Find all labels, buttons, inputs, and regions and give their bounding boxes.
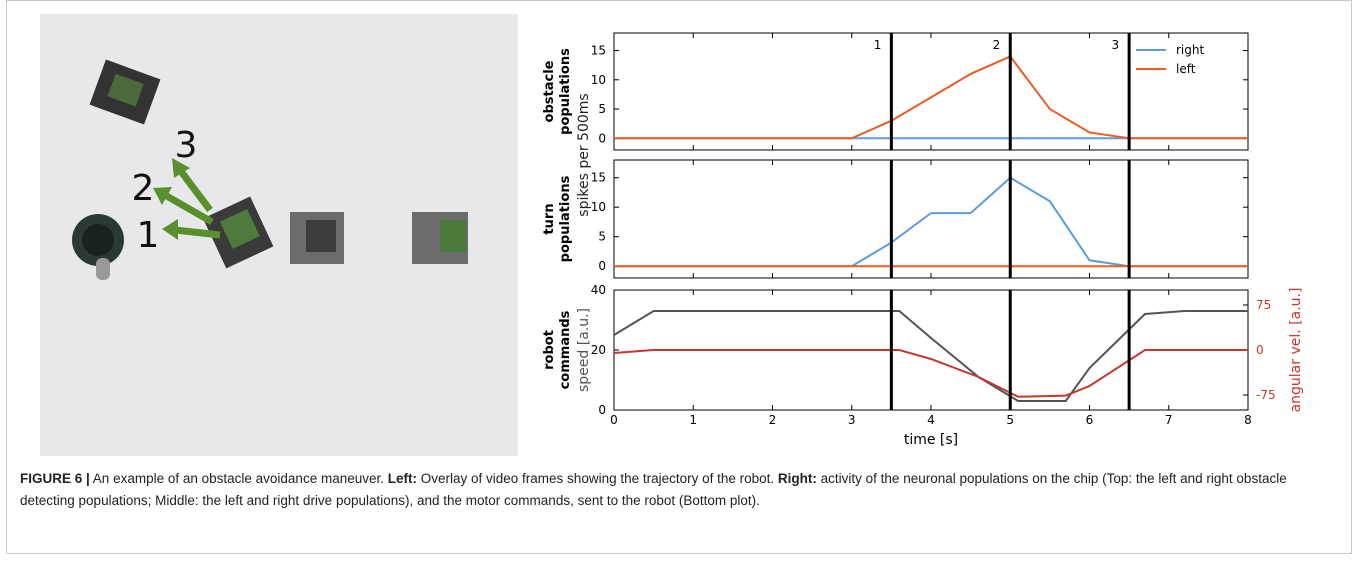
y-axis-label: spikes per 500ms — [576, 93, 592, 216]
legend-label: right — [1176, 43, 1204, 57]
caption-text: An example of an obstacle avoidance mane… — [89, 471, 388, 486]
y2-tick-label: -75 — [1256, 388, 1276, 402]
x-axis-label: time [s] — [904, 432, 958, 448]
robot — [203, 196, 274, 269]
x-tick-label: 5 — [1006, 413, 1014, 427]
y2-tick-label: 75 — [1256, 298, 1271, 312]
cup — [72, 214, 124, 280]
y-tick-label: 0 — [598, 403, 606, 417]
photo-label: 2 — [132, 168, 155, 209]
y-tick-label: 10 — [591, 73, 606, 87]
robot — [89, 59, 161, 125]
y-tick-label: 40 — [591, 283, 606, 297]
x-tick-label: 3 — [848, 413, 856, 427]
plot-frame — [613, 159, 1249, 279]
caption-text: Overlay of video frames showing the traj… — [417, 471, 778, 486]
x-tick-label: 4 — [927, 413, 935, 427]
y-tick-label: 5 — [598, 230, 606, 244]
series-line — [613, 349, 1248, 398]
event-label: 3 — [1111, 38, 1119, 52]
y-axis-title: robot — [542, 330, 557, 370]
x-tick-label: 2 — [769, 413, 777, 427]
y-axis-title: turn — [542, 203, 557, 234]
event-label: 2 — [993, 38, 1001, 52]
robot — [412, 212, 468, 264]
x-tick-label: 0 — [610, 413, 618, 427]
y-axis-title: commands — [558, 310, 573, 389]
photo-label: 1 — [137, 215, 160, 256]
photo — [40, 14, 518, 456]
y-axis-title: obstacle — [542, 60, 557, 122]
arrows — [153, 158, 221, 240]
y-tick-label: 20 — [591, 343, 606, 357]
series-line — [614, 55, 1248, 140]
caption-bold: Right: — [777, 471, 817, 486]
x-tick-label: 8 — [1244, 413, 1252, 427]
figure-frame — [6, 0, 1352, 554]
x-tick-label: 7 — [1165, 413, 1173, 427]
y-tick-label: 10 — [591, 200, 606, 214]
caption-text: activity of the neuronal populations on … — [20, 471, 1287, 508]
caption-bold: Left: — [387, 471, 417, 486]
y-tick-label: 15 — [591, 171, 606, 185]
x-tick-label: 6 — [1086, 413, 1094, 427]
y-axis-title: populations — [558, 175, 573, 262]
y-tick-label: 5 — [598, 102, 606, 116]
photo-label: 3 — [175, 125, 198, 166]
event-label: 1 — [874, 38, 882, 52]
y-axis-title: populations — [558, 48, 573, 135]
y-tick-label: 0 — [598, 259, 606, 273]
robot — [290, 212, 344, 264]
x-tick-label: 1 — [689, 413, 697, 427]
y2-tick-label: 0 — [1256, 343, 1264, 357]
caption-label: FIGURE 6 | — [20, 471, 90, 486]
y2-axis-label: angular vel. [a.u.] — [1288, 288, 1304, 413]
y-tick-label: 15 — [591, 44, 606, 58]
caption: FIGURE 6 | An example of an obstacle avo… — [20, 468, 1340, 512]
legend-label: left — [1176, 62, 1196, 76]
y-tick-label: 0 — [598, 131, 606, 145]
y-axis-label: speed [a.u.] — [576, 308, 592, 392]
series-line — [614, 176, 1248, 268]
series-line — [613, 310, 1248, 402]
